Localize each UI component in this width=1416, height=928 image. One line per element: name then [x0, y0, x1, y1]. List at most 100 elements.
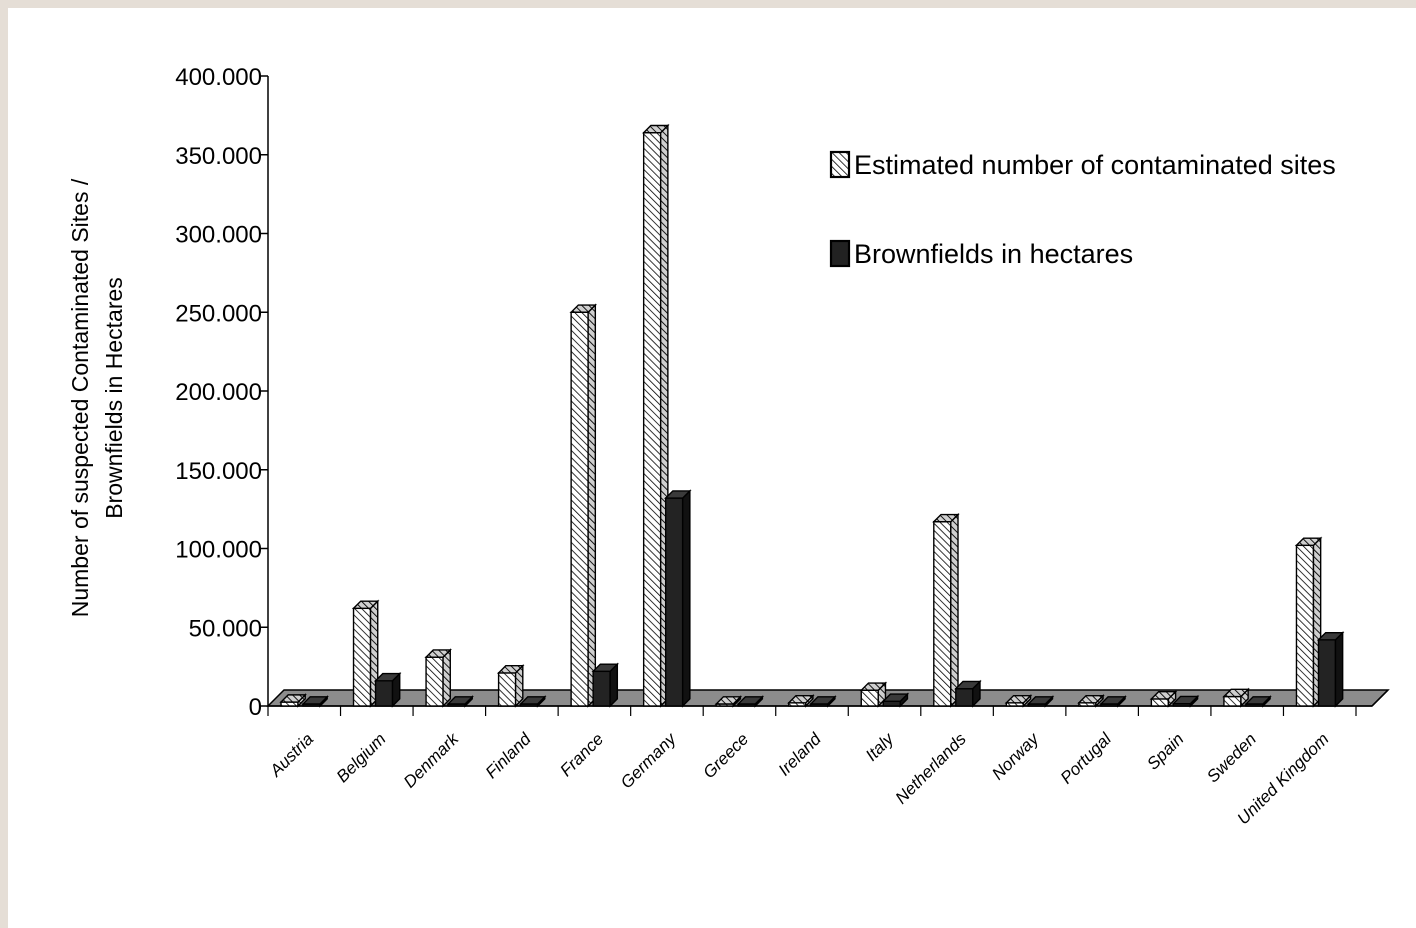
bar-contaminated-sites — [641, 123, 670, 708]
bar-brownfields — [1099, 695, 1127, 708]
x-axis: Austria Belgium Denmark Finland France German… — [266, 689, 1389, 828]
legend-label-brownfields: Brownfields in hectares — [854, 239, 1133, 269]
bar-top — [1222, 688, 1250, 698]
legend: Estimated number of contaminated sites B… — [829, 150, 1336, 269]
bar-brownfields — [373, 671, 402, 708]
legend-item-brownfields: Brownfields in hectares — [829, 239, 1133, 269]
bar-contaminated-sites — [496, 664, 525, 708]
y-axis-title-line-1: Number of suspected Contaminated Sites / — [67, 178, 93, 617]
bar-contaminated-sites — [569, 303, 598, 708]
bar-brownfields — [301, 695, 329, 708]
bar-top — [518, 696, 547, 705]
y-tick-label: 300.000 — [175, 222, 262, 249]
bar-contaminated-sites — [714, 695, 743, 708]
bar-front — [1295, 544, 1315, 707]
bar-top — [736, 696, 765, 705]
bar-contaminated-sites — [1004, 693, 1033, 708]
bar-contaminated-sites — [932, 512, 960, 708]
bar-brownfields — [881, 692, 910, 708]
bar-brownfields — [591, 662, 620, 708]
category-label: Denmark — [400, 728, 463, 791]
bar-top — [859, 682, 888, 691]
bar-front — [592, 670, 611, 707]
bar-brownfields — [1171, 694, 1200, 708]
bar-front — [642, 131, 662, 707]
bar-top — [954, 680, 982, 690]
y-tick-label: 100.000 — [175, 537, 262, 564]
bar-top — [663, 490, 692, 499]
bar-top — [1294, 537, 1323, 547]
bar-contaminated-sites — [1222, 687, 1250, 708]
bar-contaminated-sites — [351, 599, 380, 708]
category-label: Belgium — [333, 729, 390, 786]
category-label: Norway — [988, 728, 1043, 783]
category-label: Greece — [699, 729, 752, 782]
bar-side — [1334, 630, 1344, 708]
legend-item-contaminated-sites: Estimated number of contaminated sites — [829, 150, 1336, 180]
category-label: Ireland — [775, 729, 826, 780]
legend-swatch-solid — [829, 239, 851, 268]
y-tick-label: 150.000 — [175, 458, 262, 485]
category-label: Finland — [482, 729, 535, 782]
bar-top — [1244, 696, 1272, 705]
bar-top — [1099, 696, 1127, 705]
bar-contaminated-sites — [279, 693, 307, 708]
legend-label-contaminated-sites: Estimated number of contaminated sites — [854, 150, 1336, 180]
bar-side — [950, 512, 959, 708]
bar-top — [809, 696, 837, 705]
y-axis-title-line-2: Brownfields in Hectares — [101, 277, 127, 519]
bar-brownfields — [663, 489, 692, 708]
bar-top — [1149, 691, 1178, 700]
y-tick-label: 350.000 — [175, 143, 262, 170]
bar-front — [933, 521, 952, 707]
x-axis-end — [1371, 689, 1389, 707]
bar-chart: Number of suspected Contaminated Sites /… — [67, 64, 1390, 828]
y-tick-label: 200.000 — [175, 379, 262, 406]
y-axis-title: Number of suspected Contaminated Sites /… — [67, 178, 127, 617]
bar-side — [681, 489, 691, 708]
category-label: Austria — [266, 729, 318, 781]
bar-top — [881, 693, 910, 702]
category-label: Portugal — [1057, 729, 1116, 788]
bar-top — [351, 600, 380, 610]
y-tick-label: 50.000 — [189, 615, 262, 642]
bar-top — [1004, 694, 1033, 704]
bar-contaminated-sites — [787, 693, 815, 708]
bar-top — [714, 696, 743, 705]
bar-front — [352, 607, 372, 707]
bar-top — [279, 694, 307, 703]
bar-top — [1026, 696, 1055, 705]
legend-swatch-hatched — [829, 150, 851, 179]
category-label: Italy — [862, 728, 899, 765]
bar-contaminated-sites — [1077, 693, 1105, 708]
bar-front — [860, 689, 879, 707]
bar-front — [570, 311, 589, 707]
bar-top — [591, 663, 620, 673]
y-tick-label: 250.000 — [175, 300, 262, 327]
bar-brownfields — [1026, 695, 1055, 708]
bar-front — [1317, 639, 1337, 707]
bar-contaminated-sites — [859, 681, 888, 708]
bar-front — [374, 680, 394, 707]
y-axis: 0 50.000 100.000 150.000 200.000 250.000 300.0… — [175, 64, 269, 721]
bar-top — [373, 672, 402, 682]
bar-brownfields — [518, 695, 547, 708]
bar-contaminated-sites — [1149, 690, 1178, 708]
bar-top — [932, 513, 960, 523]
y-tick-label: 0 — [249, 694, 262, 721]
bar-top — [569, 304, 598, 313]
bar-top — [301, 696, 329, 705]
bar-top — [424, 649, 452, 658]
bar-front — [882, 700, 901, 707]
bar-brownfields — [736, 695, 765, 708]
bar-front — [497, 672, 517, 707]
bar-side — [442, 648, 451, 708]
bar-top — [446, 696, 474, 705]
category-label: Sweden — [1203, 729, 1260, 786]
bar-front — [1150, 698, 1170, 707]
category-label: Netherlands — [892, 729, 971, 808]
bar-front — [955, 687, 974, 707]
bar-brownfields — [954, 679, 982, 708]
chart-card: Number of suspected Contaminated Sites /… — [8, 8, 1416, 928]
bars — [279, 123, 1345, 708]
